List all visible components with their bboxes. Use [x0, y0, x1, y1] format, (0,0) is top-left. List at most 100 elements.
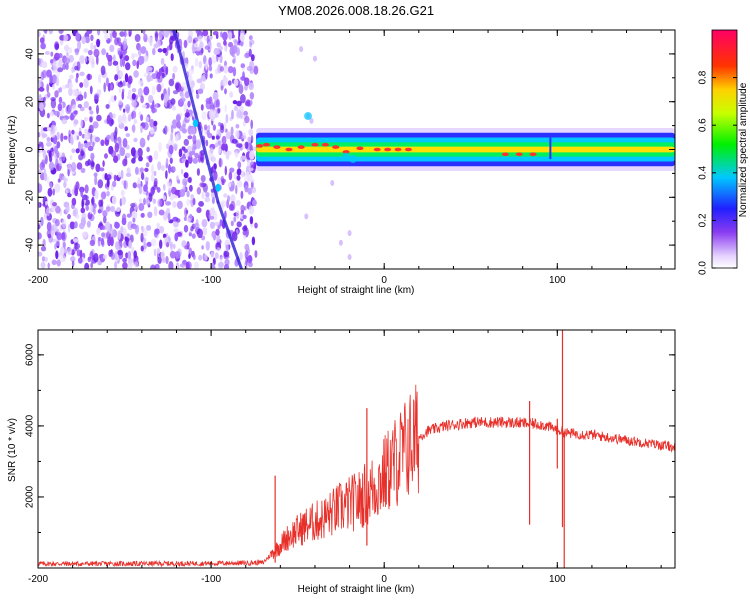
noise-speckle — [235, 47, 240, 56]
noise-speckle — [186, 198, 190, 207]
noise-speckle — [160, 57, 165, 65]
noise-speckle — [228, 41, 233, 48]
noise-speckle — [175, 114, 181, 122]
noise-speckle — [93, 172, 98, 178]
noise-speckle — [156, 248, 161, 255]
noise-speckle — [227, 66, 234, 74]
noise-speckle — [209, 147, 214, 155]
noise-speckle — [65, 44, 69, 53]
noise-speckle — [223, 193, 228, 198]
noise-speckle — [231, 109, 234, 120]
noise-speckle — [190, 126, 196, 135]
noise-speckle — [120, 44, 124, 51]
noise-speckle — [72, 238, 79, 243]
noise-speckle — [62, 63, 66, 70]
noise-speckle — [218, 122, 222, 127]
noise-speckle — [106, 114, 111, 124]
noise-speckle — [105, 77, 109, 87]
noise-speckle — [143, 72, 147, 78]
noise-speckle — [110, 236, 114, 247]
noise-speckle — [244, 243, 250, 251]
noise-speckle — [69, 134, 74, 144]
noise-speckle — [183, 148, 188, 153]
noise-speckle — [124, 73, 129, 83]
noise-speckle — [93, 93, 100, 100]
noise-speckle — [49, 182, 53, 189]
noise-speckle — [146, 66, 153, 71]
noise-speckle — [61, 234, 66, 240]
noise-speckle — [69, 74, 74, 80]
noise-speckle — [208, 215, 211, 220]
noise-speckle — [193, 222, 200, 230]
noise-speckle — [231, 138, 238, 144]
noise-speckle — [40, 246, 47, 252]
noise-speckle — [184, 112, 190, 118]
noise-speckle — [144, 167, 149, 172]
figure-title: YM08.2026.008.18.26.G21 — [278, 3, 434, 18]
noise-speckle — [81, 231, 88, 238]
noise-speckle — [55, 205, 61, 214]
noise-speckle — [119, 147, 126, 157]
noise-speckle — [230, 220, 234, 227]
noise-speckle — [63, 135, 68, 140]
noise-speckle — [38, 232, 42, 240]
noise-speckle — [158, 68, 163, 77]
noise-speckle — [235, 124, 240, 129]
noise-speckle — [114, 261, 118, 269]
noise-speckle — [199, 49, 203, 56]
noise-speckle — [170, 132, 174, 141]
noise-speckle — [94, 189, 99, 200]
noise-speckle — [126, 167, 131, 174]
noise-speckle — [39, 81, 42, 87]
noise-speckle — [168, 164, 171, 174]
snr-panel: -200 -100 0 100 2000 4000 6000 Height of strai… — [7, 329, 676, 595]
x-tick-label: -200 — [28, 275, 48, 286]
noise-speckle — [205, 192, 210, 198]
noise-speckle — [166, 45, 173, 51]
noise-speckle — [38, 224, 41, 229]
noise-speckle — [54, 90, 59, 98]
noise-speckle — [137, 87, 143, 98]
noise-speckle — [76, 162, 83, 170]
noise-speckle — [236, 100, 242, 107]
noise-speckle — [75, 148, 80, 154]
noise-speckle — [121, 115, 128, 124]
noise-speckle — [204, 254, 208, 261]
noise-speckle — [152, 198, 157, 204]
sparse-dot — [312, 55, 317, 62]
noise-speckle — [69, 155, 73, 160]
noise-speckle — [119, 31, 125, 37]
noise-speckle — [162, 47, 167, 54]
noise-speckle — [46, 207, 51, 217]
noise-speckle — [187, 177, 192, 183]
noise-speckle — [142, 30, 146, 35]
noise-speckle — [157, 198, 163, 207]
noise-speckle — [38, 57, 41, 66]
noise-speckle — [94, 175, 98, 186]
noise-speckle — [46, 127, 52, 132]
noise-speckle — [184, 207, 188, 217]
noise-speckle — [112, 113, 116, 119]
colorbar-tick-label: 0.2 — [698, 213, 709, 227]
noise-speckle — [38, 94, 42, 101]
noise-speckle — [193, 261, 199, 269]
noise-speckle — [159, 239, 163, 249]
noise-speckle — [158, 142, 162, 152]
noise-speckle — [106, 191, 110, 197]
noise-speckle — [71, 162, 77, 172]
noise-speckle — [113, 174, 117, 181]
noise-speckle — [192, 197, 196, 206]
noise-speckle — [186, 217, 191, 222]
noise-speckle — [107, 236, 112, 247]
noise-speckle — [138, 203, 145, 211]
noise-speckle — [84, 128, 88, 134]
noise-speckle — [136, 60, 139, 69]
noise-speckle — [96, 38, 101, 48]
noise-speckle — [125, 252, 129, 259]
noise-speckle — [131, 110, 137, 119]
noise-speckle — [222, 31, 228, 41]
x-tick-label: 0 — [381, 574, 387, 585]
noise-speckle — [201, 111, 207, 121]
noise-speckle — [210, 251, 214, 258]
noise-speckle — [245, 99, 251, 106]
